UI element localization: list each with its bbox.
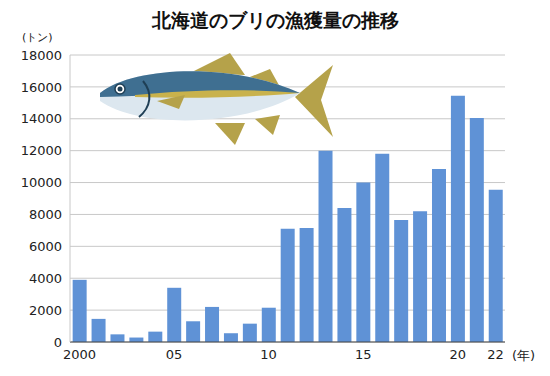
html-text:(トン): (トン) bbox=[22, 31, 53, 44]
svg-text:16000: 16000 bbox=[21, 80, 62, 95]
svg-text:20: 20 bbox=[449, 347, 466, 362]
svg-text:12000: 12000 bbox=[21, 143, 62, 158]
svg-text:4000: 4000 bbox=[29, 271, 62, 286]
svg-text:10000: 10000 bbox=[21, 175, 62, 190]
svg-text:2000: 2000 bbox=[29, 303, 62, 318]
svg-text:10: 10 bbox=[260, 347, 277, 362]
svg-text:05: 05 bbox=[166, 347, 183, 362]
svg-text:0: 0 bbox=[54, 335, 62, 350]
svg-text:15: 15 bbox=[355, 347, 372, 362]
svg-text:18000: 18000 bbox=[21, 48, 62, 63]
svg-text:6000: 6000 bbox=[29, 239, 62, 254]
html-text:(年): (年) bbox=[512, 348, 536, 363]
svg-text:14000: 14000 bbox=[21, 111, 62, 126]
svg-text:22: 22 bbox=[487, 347, 504, 362]
svg-text:2000: 2000 bbox=[63, 347, 96, 362]
html-text:北海道のブリの漁獲量の推移: 北海道のブリの漁獲量の推移 bbox=[151, 9, 399, 31]
svg-text:8000: 8000 bbox=[29, 207, 62, 222]
